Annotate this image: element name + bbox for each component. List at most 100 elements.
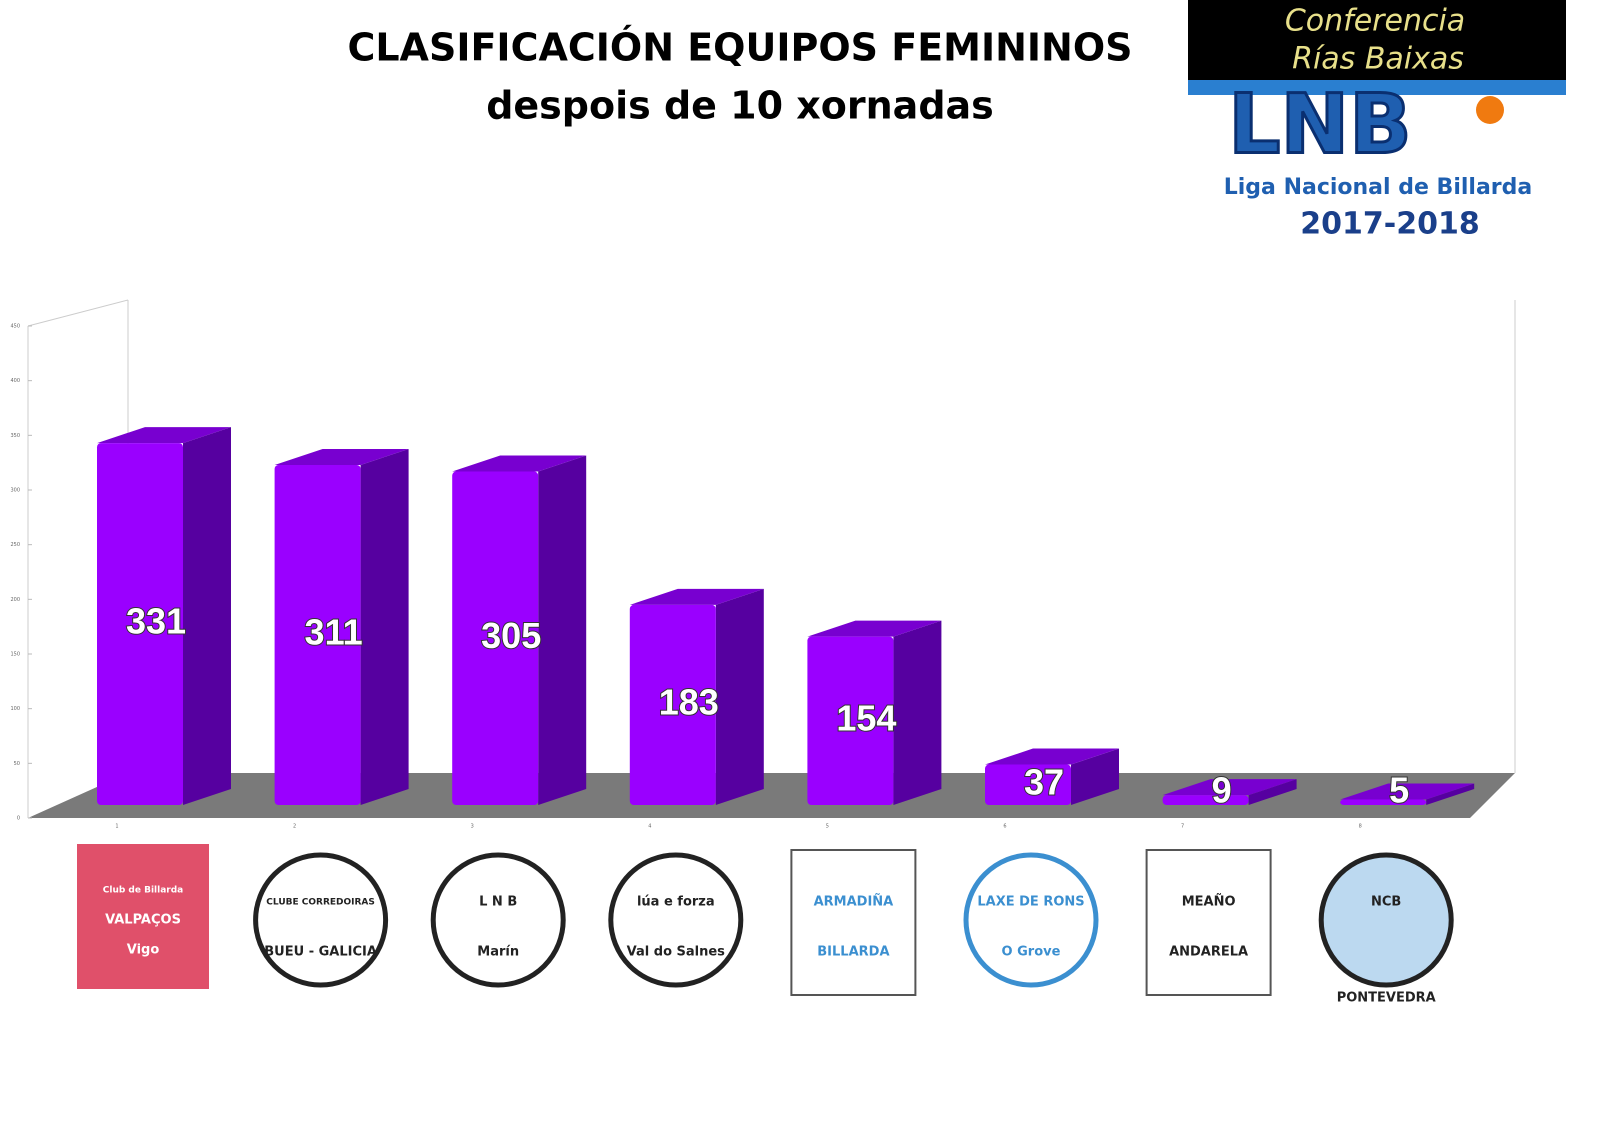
logo-text: CLUBE CORREDOIRAS — [266, 898, 375, 908]
team-logo: CLUBE CORREDOIRAS BUEU - GALICIA — [253, 852, 389, 988]
bar-side — [893, 620, 942, 805]
team-logo: MEAÑO ANDARELA — [1145, 849, 1272, 996]
logo-conference: Conferencia — [1285, 4, 1465, 39]
logo-season: 2017-2018 — [1300, 207, 1479, 242]
chart-title: CLASIFICACIÓN EQUIPOS FEMININOS — [347, 26, 1132, 70]
logo-text: MEAÑO — [1182, 894, 1236, 910]
value-label: 37 — [1024, 761, 1064, 802]
y-tick-label: 200 — [10, 597, 20, 603]
logo-text: LAXE DE RONS — [977, 895, 1084, 910]
bar-side — [360, 448, 409, 805]
logo-shape — [77, 844, 209, 989]
logo-text: NCB — [1371, 895, 1401, 910]
bar-group: 5 — [1340, 769, 1475, 812]
logo-text: lúa e forza — [637, 895, 715, 910]
logo-shape — [1145, 849, 1272, 996]
logo-text: Club de Billarda — [103, 886, 184, 896]
logo-band — [1188, 0, 1566, 80]
bar-group: 154 — [807, 620, 942, 805]
bar-group: 9 — [1162, 769, 1297, 812]
bar-top — [629, 588, 764, 605]
league-logo: Conferencia Rías Baixas LNB Liga Naciona… — [1188, 0, 1566, 242]
bar-top — [1162, 779, 1297, 796]
logo-text: O Grove — [1002, 945, 1061, 960]
bar-side — [1071, 748, 1119, 805]
bar — [985, 764, 1071, 805]
logo-text: Marín — [477, 945, 519, 960]
value-label: 331 — [126, 601, 186, 642]
bar-group: 37 — [985, 748, 1119, 805]
bar — [807, 636, 894, 805]
back-wall — [27, 299, 129, 327]
bar-side — [1426, 783, 1475, 805]
bar-side — [538, 455, 587, 805]
logo-league: Liga Nacional de Billarda — [1224, 175, 1532, 200]
y-tick-label: 0 — [17, 816, 20, 822]
bar-top — [274, 448, 409, 465]
bar-group: 331 — [97, 427, 231, 805]
logo-text: BUEU - GALICIA — [264, 945, 377, 960]
bar — [274, 464, 361, 805]
bar — [452, 471, 539, 805]
logo-shape — [963, 852, 1099, 988]
logo-text: VALPAÇOS — [105, 913, 181, 928]
x-tick-label: 5 — [826, 824, 829, 830]
logo-shape — [1318, 852, 1454, 988]
logo-shape — [608, 852, 744, 988]
team-logo: L N B Marín — [430, 852, 566, 988]
value-label: 154 — [836, 697, 896, 738]
logo-text: PONTEVEDRA — [1337, 991, 1436, 1006]
y-tick-label: 50 — [14, 761, 20, 767]
x-tick-label: 1 — [115, 824, 118, 830]
team-logo: NCB PONTEVEDRA — [1318, 852, 1454, 1006]
bar — [1162, 795, 1249, 805]
logo-text: L N B — [479, 895, 517, 910]
team-logo: LAXE DE RONS O Grove — [963, 852, 1099, 988]
logo-shape — [253, 852, 389, 988]
x-tick-label: 7 — [1181, 824, 1184, 830]
bar — [97, 443, 183, 805]
bar-top — [1340, 783, 1475, 800]
y-tick-label: 300 — [10, 488, 20, 494]
logo-figure — [1476, 96, 1504, 124]
logo-stripe — [1188, 80, 1566, 95]
bar-side — [715, 588, 764, 805]
logo-text: Vigo — [127, 943, 160, 958]
bar-group: 311 — [274, 448, 409, 805]
logo-text: ARMADIÑA — [814, 894, 894, 910]
logo-conference: Rías Baixas — [1292, 42, 1464, 77]
y-tick-label: 350 — [10, 433, 20, 439]
value-label: 311 — [305, 612, 363, 653]
x-tick-label: 8 — [1359, 824, 1362, 830]
value-label: 5 — [1389, 770, 1409, 811]
bar — [1340, 799, 1427, 805]
bar-side — [1248, 779, 1297, 805]
bar-group: 183 — [629, 588, 764, 805]
x-tick-label: 3 — [471, 824, 474, 830]
logo-shape — [430, 852, 566, 988]
logo-brand: LNB — [1228, 77, 1411, 172]
y-tick-label: 400 — [10, 378, 20, 384]
team-logo: lúa e forza Val do Salnes — [608, 852, 744, 988]
logo-text: ANDARELA — [1169, 945, 1248, 960]
bar — [629, 604, 716, 805]
logo-text: Val do Salnes — [627, 945, 726, 960]
bar-side — [183, 427, 231, 805]
y-tick-label: 150 — [10, 652, 20, 658]
y-tick-label: 100 — [10, 706, 20, 712]
logo-text: BILLARDA — [817, 945, 889, 960]
bar-top — [97, 427, 231, 444]
x-tick-label: 2 — [293, 824, 296, 830]
y-tick-label: 450 — [10, 324, 20, 330]
bar-top — [985, 748, 1119, 765]
bar-top — [452, 455, 587, 472]
bar-group: 305 — [452, 455, 587, 805]
logo-shape — [790, 849, 917, 996]
y-tick-label: 250 — [10, 542, 20, 548]
value-label: 183 — [659, 681, 719, 722]
x-tick-label: 6 — [1003, 824, 1006, 830]
value-label: 9 — [1212, 770, 1232, 811]
value-label: 305 — [481, 615, 541, 656]
bar-top — [807, 620, 942, 637]
